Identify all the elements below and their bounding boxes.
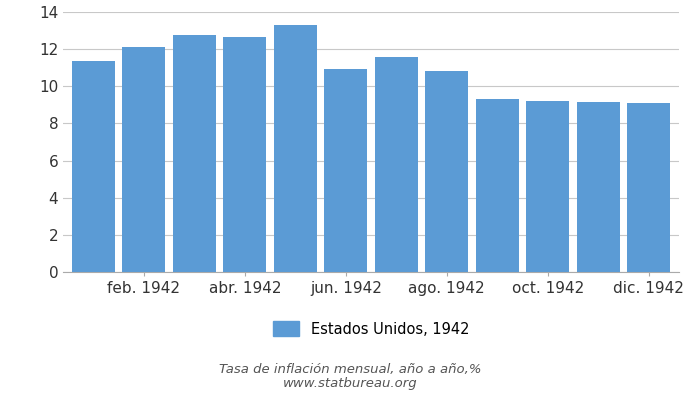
Bar [223, 37, 266, 272]
Text: www.statbureau.org: www.statbureau.org [283, 377, 417, 390]
Bar [577, 102, 620, 272]
Text: Tasa de inflación mensual, año a año,%: Tasa de inflación mensual, año a año,% [218, 364, 482, 376]
Bar [274, 25, 316, 272]
Bar [526, 101, 569, 272]
Bar [72, 61, 115, 272]
Bar [374, 56, 418, 272]
Bar [476, 99, 519, 272]
Bar [627, 103, 670, 272]
Bar [426, 72, 468, 272]
Bar [324, 69, 368, 272]
Bar [173, 35, 216, 272]
Legend: Estados Unidos, 1942: Estados Unidos, 1942 [267, 316, 475, 343]
Bar [122, 47, 165, 272]
